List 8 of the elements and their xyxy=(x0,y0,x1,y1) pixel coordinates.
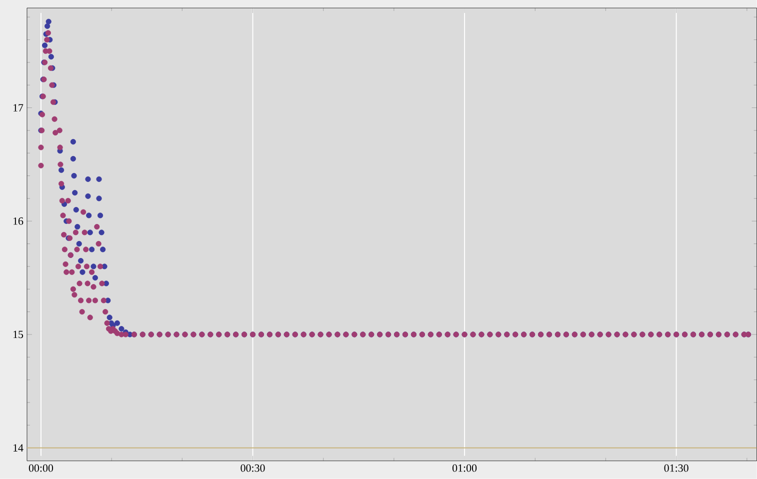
x-tick-label: 01:30 xyxy=(664,464,688,472)
x-tick-label: 00:00 xyxy=(28,464,54,472)
y-tick-label: 14 xyxy=(13,444,24,452)
x-tick-label: 01:00 xyxy=(452,464,477,472)
x-tick-label: 00:30 xyxy=(240,464,265,472)
y-tick-label: 17 xyxy=(13,104,24,112)
y-tick-label: 16 xyxy=(13,217,24,225)
y-tick-label: 15 xyxy=(13,330,24,338)
